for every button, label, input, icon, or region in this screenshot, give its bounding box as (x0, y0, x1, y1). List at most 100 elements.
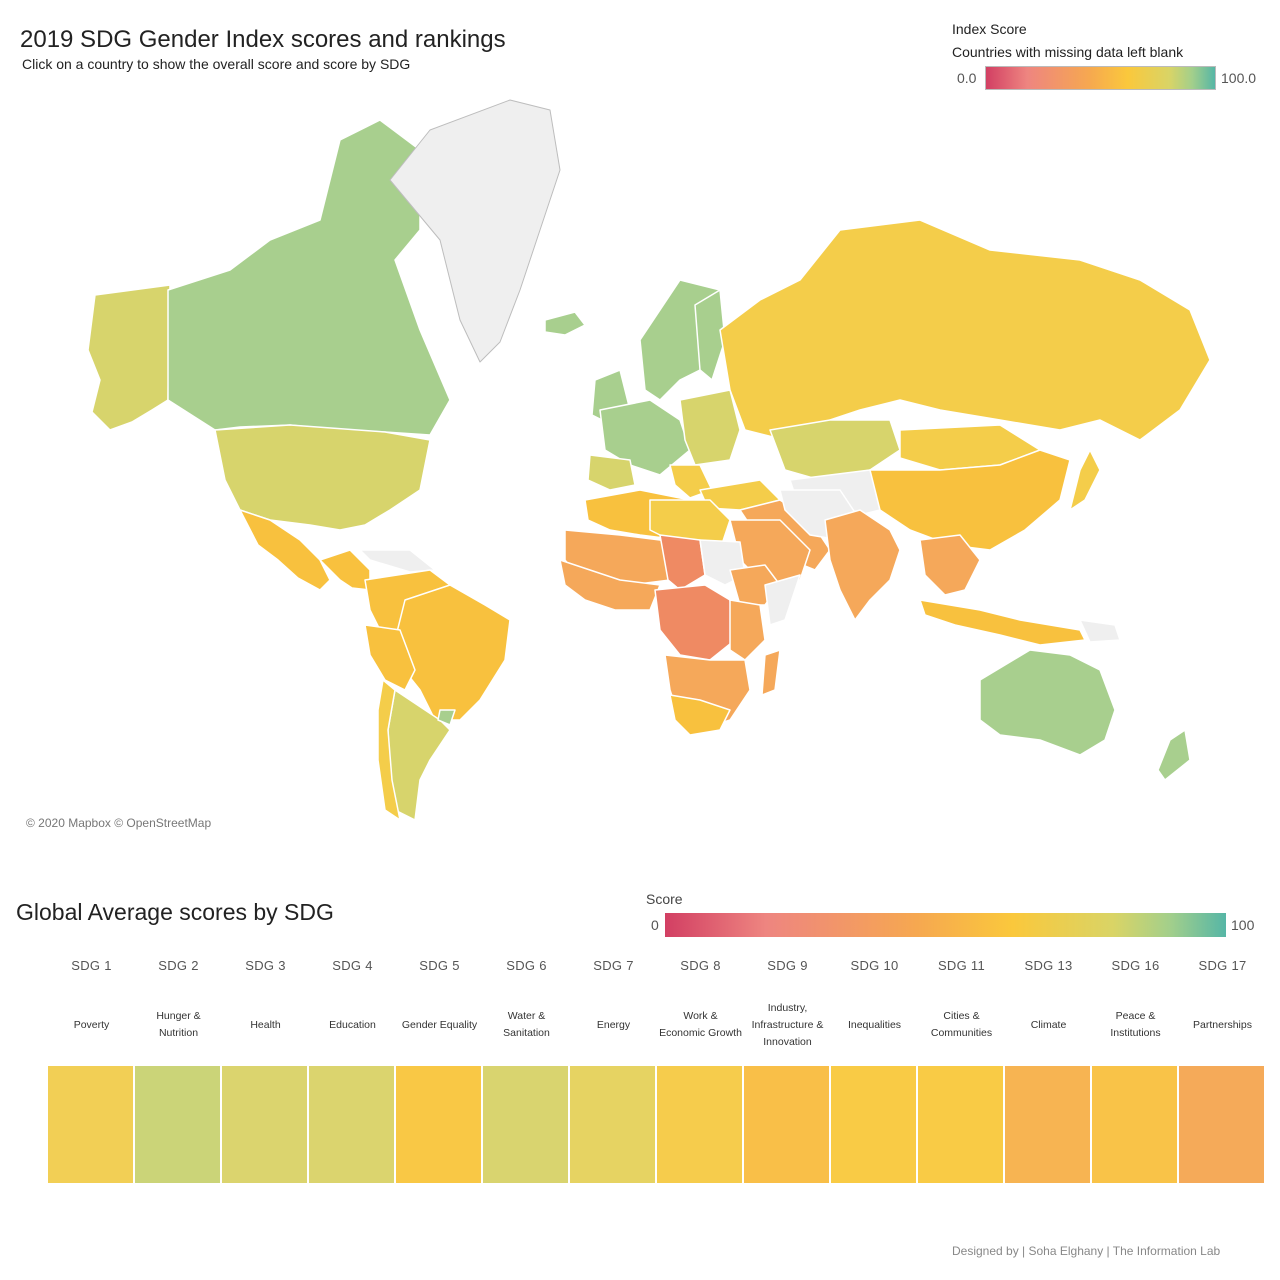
sdg-column: SDG 10 Inequalities (831, 950, 918, 1185)
sdg-code-label: SDG 6 (506, 958, 547, 973)
sdg-score-cell[interactable] (483, 1066, 570, 1183)
sdg-score-cell[interactable] (1005, 1066, 1092, 1183)
country-alaska[interactable] (87, 284, 171, 431)
sdg-name-label: Climate (1030, 1018, 1067, 1031)
sdg-column: SDG 13 Climate (1005, 950, 1092, 1185)
country-japan[interactable] (1069, 449, 1101, 511)
country-india[interactable] (824, 509, 901, 621)
sdg-name-label: Partnerships (1193, 1018, 1252, 1031)
sdg-column: SDG 4 Education (309, 950, 396, 1185)
country-iceland[interactable] (544, 311, 586, 336)
sdg-name-label: Work & Economic Growth (659, 1010, 742, 1039)
sdg-score-cell[interactable] (396, 1066, 483, 1183)
world-map[interactable] (40, 80, 1240, 820)
sdg-column: SDG 7 Energy (570, 950, 657, 1185)
sdg-name-label: Water & Sanitation (503, 1010, 550, 1039)
country-eastern-europe[interactable] (679, 389, 741, 466)
sdg-code-label: SDG 10 (850, 958, 899, 973)
score-legend-min-label: 0 (651, 917, 659, 933)
country-caribbean[interactable] (359, 549, 436, 573)
sdg-score-cell[interactable] (918, 1066, 1005, 1183)
country-russia[interactable] (719, 219, 1211, 441)
country-indonesia[interactable] (919, 599, 1086, 646)
map-attribution: © 2020 Mapbox © OpenStreetMap (26, 816, 212, 830)
sdg-code-label: SDG 2 (158, 958, 199, 973)
country-southeast-asia[interactable] (919, 534, 981, 596)
country-somalia[interactable] (764, 574, 801, 626)
page-subtitle: Click on a country to show the overall s… (22, 56, 411, 72)
country-finland[interactable] (694, 289, 726, 381)
sdg-column: SDG 8 Work & Economic Growth (657, 950, 744, 1185)
country-south-africa[interactable] (669, 694, 731, 736)
sdg-name-label: Hunger & Nutrition (156, 1010, 201, 1039)
country-peru-bolivia[interactable] (364, 624, 416, 691)
sdg-column: SDG 6 Water & Sanitation (483, 950, 570, 1185)
sdg-name-label: Health (250, 1018, 281, 1031)
sdg-code-label: SDG 13 (1024, 958, 1073, 973)
country-china[interactable] (869, 449, 1071, 551)
map-legend-max-label: 100.0 (1221, 70, 1257, 86)
country-brazil[interactable] (394, 584, 511, 721)
sdg-score-cell[interactable] (48, 1066, 135, 1183)
sdg-code-label: SDG 16 (1111, 958, 1160, 973)
sdg-column: SDG 3 Health (222, 950, 309, 1185)
sdg-score-cell[interactable] (222, 1066, 309, 1183)
country-uruguay[interactable] (437, 709, 456, 726)
country-east-africa[interactable] (729, 599, 766, 661)
country-greenland[interactable] (389, 99, 561, 363)
map-legend-min-label: 0.0 (957, 70, 977, 86)
footer-credit: Designed by | Soha Elghany | The Informa… (952, 1244, 1221, 1258)
sdg-code-label: SDG 3 (245, 958, 286, 973)
map-legend-note: Countries with missing data left blank (952, 44, 1184, 60)
country-kazakhstan[interactable] (769, 419, 901, 481)
country-new-zealand[interactable] (1157, 729, 1191, 781)
sdg-code-label: SDG 17 (1198, 958, 1247, 973)
country-canada[interactable] (167, 119, 451, 436)
country-papua[interactable] (1079, 619, 1121, 643)
sdg-column: SDG 9 Industry, Infrastructure & Innovati… (744, 950, 831, 1185)
sdg-score-cell[interactable] (1092, 1066, 1179, 1183)
page-title: 2019 SDG Gender Index scores and ranking… (20, 26, 506, 53)
country-chad[interactable] (659, 534, 706, 591)
sdg-code-label: SDG 11 (937, 958, 986, 973)
sdg-score-cell[interactable] (831, 1066, 918, 1183)
sdg-code-label: SDG 9 (767, 958, 808, 973)
sdg-name-label: Education (329, 1018, 376, 1031)
sdg-name-label: Poverty (73, 1018, 110, 1031)
country-mexico[interactable] (239, 509, 331, 591)
sdg-name-label: Gender Equality (401, 1018, 478, 1031)
sdg-score-cell[interactable] (570, 1066, 657, 1183)
sdg-name-label: Peace & Institutions (1110, 1010, 1161, 1039)
sdg-score-cell[interactable] (309, 1066, 396, 1183)
sdg-code-label: SDG 7 (593, 958, 634, 973)
country-central-america[interactable] (319, 549, 371, 591)
sdg-section-title: Global Average scores by SDG (16, 899, 334, 925)
sdg-column: SDG 11 Cities & Communities (918, 950, 1005, 1185)
sdg-column: SDG 17 Partnerships (1179, 950, 1266, 1185)
sdg-column: SDG 1 Poverty (48, 950, 135, 1185)
country-australia[interactable] (979, 649, 1116, 756)
sdg-name-label: Energy (596, 1018, 631, 1031)
sdg-name-label: Inequalities (847, 1018, 902, 1031)
sdg-code-label: SDG 1 (71, 958, 112, 973)
sdg-column: SDG 2 Hunger & Nutrition (135, 950, 222, 1185)
sdg-score-cell[interactable] (744, 1066, 831, 1183)
sdg-score-cell[interactable] (657, 1066, 744, 1183)
score-legend-title: Score (646, 891, 683, 907)
country-central-africa[interactable] (654, 584, 736, 661)
sdg-score-cell[interactable] (1179, 1066, 1266, 1183)
sdg-code-label: SDG 4 (332, 958, 373, 973)
score-legend-color-bar (665, 913, 1226, 937)
sdg-code-label: SDG 5 (419, 958, 460, 973)
country-western-europe[interactable] (599, 399, 691, 476)
country-chile[interactable] (377, 679, 401, 820)
country-west-africa[interactable] (559, 559, 661, 611)
sdg-score-grid: SDG 1 Poverty SDG 2 Hunger & Nutrition SDG 3… (48, 950, 1266, 1185)
sdg-score-cell[interactable] (135, 1066, 222, 1183)
country-madagascar[interactable] (761, 649, 781, 696)
country-iberia[interactable] (587, 454, 636, 491)
score-legend-max-label: 100 (1231, 917, 1255, 933)
sdg-name-label: Industry, Infrastructure & Innovation (751, 1001, 824, 1048)
sdg-code-label: SDG 8 (680, 958, 721, 973)
sdg-name-label: Cities & Communities (930, 1010, 993, 1039)
